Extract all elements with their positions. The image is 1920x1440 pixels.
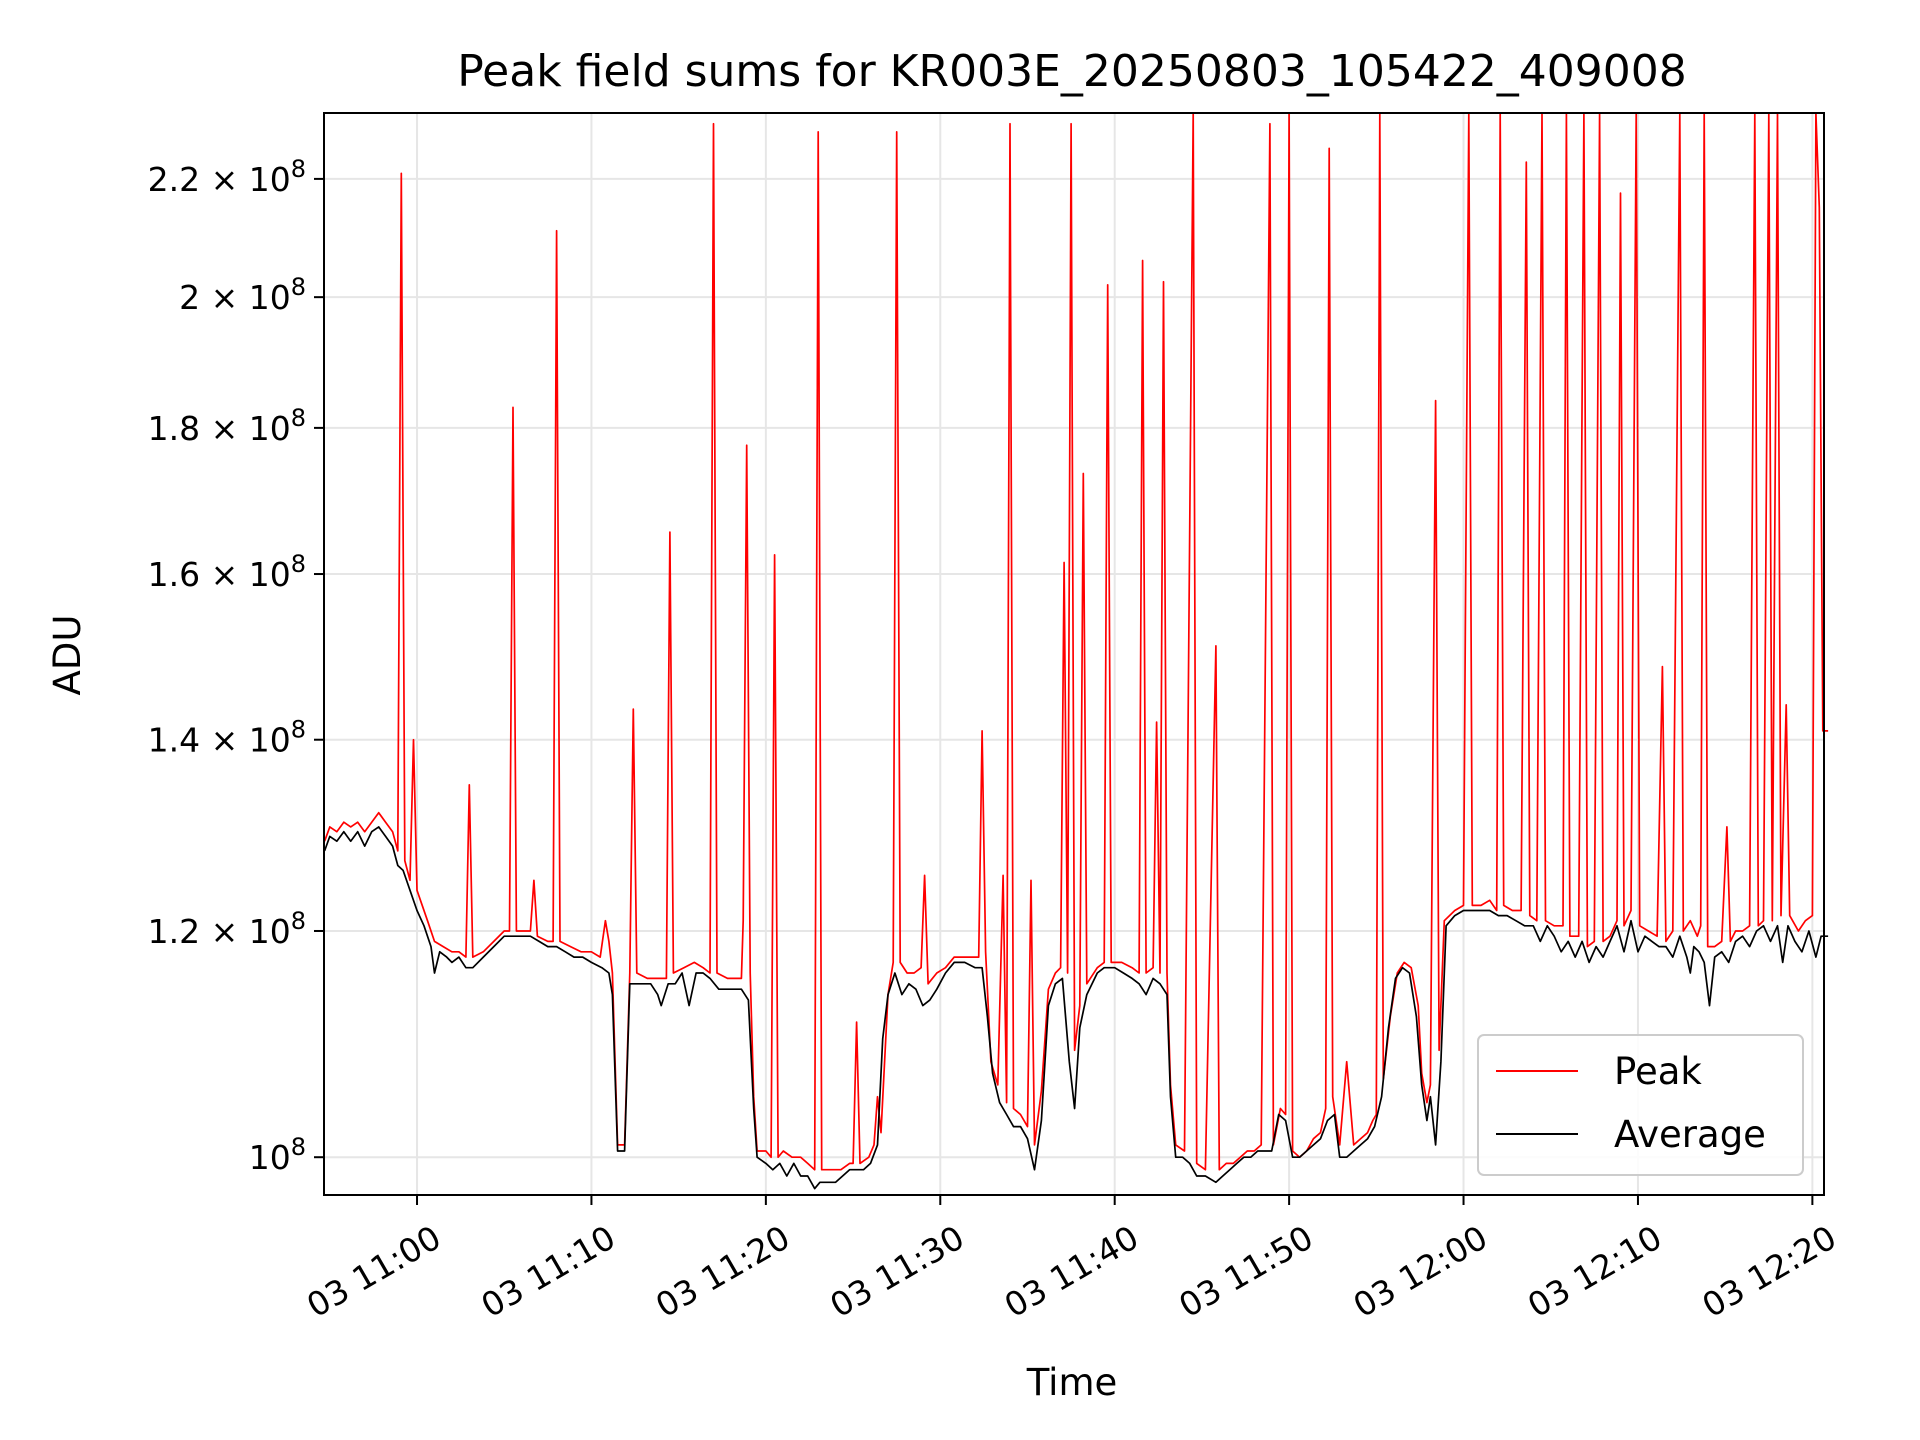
axes-frame (323, 112, 1825, 1196)
legend-label-average: Average (1614, 1113, 1766, 1156)
y-tick-label-1: 2 × 108 (179, 273, 306, 317)
series-line-peak (323, 112, 1829, 1171)
y-tick-label-4: 1.4 × 108 (148, 716, 306, 760)
y-tick-label-2: 1.8 × 108 (148, 404, 306, 448)
y-tick-label-5: 1.2 × 108 (148, 907, 306, 951)
chart-title: Peak field sums for KR003E_20250803_1054… (457, 46, 1687, 97)
y-tick-label-6: 108 (249, 1133, 306, 1177)
y-tick-label-0: 2.2 × 108 (148, 155, 306, 199)
x-axis-label: Time (1026, 1361, 1118, 1404)
series-line-average (323, 826, 1829, 1190)
legend-label-peak: Peak (1614, 1050, 1702, 1093)
y-axis-label: ADU (46, 615, 89, 696)
y-tick-label-3: 1.6 × 108 (148, 550, 306, 594)
legend: Peak Average (1477, 1034, 1804, 1176)
